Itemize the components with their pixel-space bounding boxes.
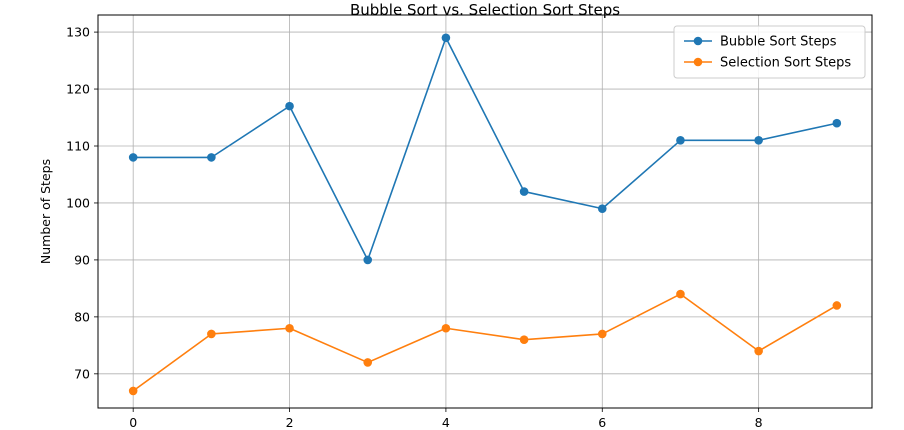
- plot-frame: [97, 14, 873, 409]
- y-tick-label: 130: [66, 25, 90, 40]
- legend-item-bubble-sort: Bubble Sort Steps: [684, 35, 837, 50]
- selection-sort-series: [128, 289, 842, 396]
- selection-sort-point: [519, 335, 529, 344]
- y-tick-label: 70: [74, 366, 90, 381]
- selection-sort-point: [207, 329, 216, 339]
- bubble-sort-line: [133, 36, 837, 261]
- selection-sort-point: [128, 386, 138, 396]
- legend-selection-sort-label: Selection Sort Steps: [720, 56, 851, 71]
- selection-sort-point: [754, 346, 763, 356]
- bubble-sort-point: [597, 204, 607, 213]
- series-layer: [128, 33, 842, 396]
- legend-item-selection-sort: Selection Sort Steps: [684, 56, 851, 71]
- y-tick-label: 110: [66, 139, 90, 154]
- x-tick-label: 8: [755, 415, 763, 430]
- x-tick-label: 2: [286, 415, 294, 430]
- legend: Bubble Sort Steps Selection Sort Steps: [673, 25, 866, 79]
- y-tick-label: 90: [74, 252, 90, 267]
- legend-box: [673, 25, 866, 79]
- y-tick-label: 100: [66, 195, 90, 210]
- selection-sort-point: [285, 323, 294, 333]
- bubble-sort-point: [441, 33, 451, 43]
- bubble-sort-point: [128, 153, 138, 162]
- bubble-sort-point: [676, 136, 685, 145]
- bubble-sort-point: [832, 118, 842, 128]
- grid-lines: [98, 15, 872, 408]
- axis-ticks: 0 2 4 6 8 70 80 90 100 110 120 130: [66, 25, 763, 430]
- legend-selection-sort-marker: [693, 57, 703, 67]
- x-tick-label: 4: [442, 415, 450, 430]
- selection-sort-line: [132, 293, 838, 392]
- x-tick-label: 0: [129, 415, 137, 430]
- selection-sort-point: [363, 358, 373, 367]
- y-tick-label: 80: [74, 309, 90, 324]
- bubble-sort-point: [285, 101, 294, 111]
- bubble-sort-point: [754, 136, 763, 145]
- bubble-sort-point: [207, 153, 216, 162]
- x-tick-label: 6: [598, 415, 606, 430]
- legend-bubble-sort-label: Bubble Sort Steps: [720, 35, 837, 50]
- selection-sort-point: [597, 329, 607, 339]
- chart-title: Bubble Sort vs. Selection Sort Steps: [350, 1, 620, 19]
- selection-sort-point: [832, 301, 842, 310]
- selection-sort-point: [441, 323, 451, 333]
- bubble-sort-series: [128, 33, 842, 265]
- bubble-sort-point: [519, 187, 529, 196]
- bubble-sort-point: [363, 255, 373, 265]
- y-axis-label: Number of Steps: [38, 159, 53, 264]
- y-tick-label: 120: [66, 82, 90, 97]
- selection-sort-point: [676, 289, 685, 299]
- legend-bubble-sort-marker: [693, 36, 703, 46]
